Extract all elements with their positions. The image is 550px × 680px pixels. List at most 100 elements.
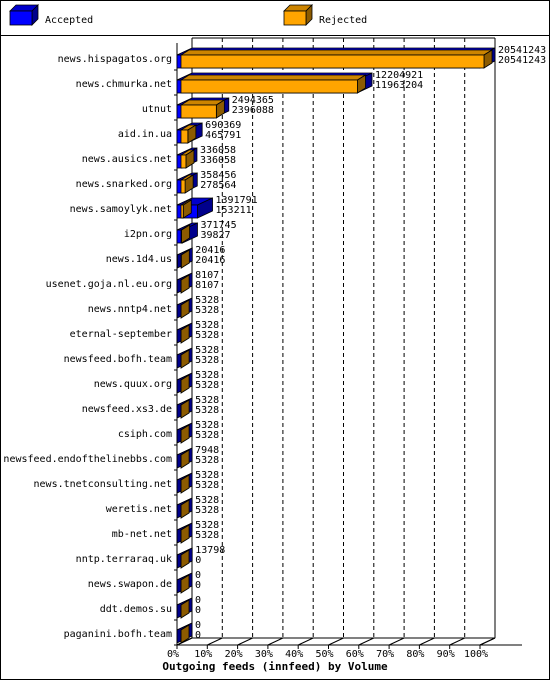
- value-label-rejected: 5328: [195, 305, 219, 316]
- floor-tick-line: [176, 637, 193, 646]
- bar-rejected: [180, 54, 485, 69]
- value-label-rejected: 278564: [200, 180, 236, 191]
- bar-rejected-top: [179, 49, 494, 56]
- value-label-rejected: 5328: [195, 455, 219, 466]
- value-label-rejected: 5328: [195, 330, 219, 341]
- category-label: newsfeed.endofthelinebbs.com: [3, 454, 172, 465]
- category-label: usenet.goja.nl.eu.org: [46, 279, 172, 290]
- value-label-accepted: 0: [195, 595, 201, 606]
- x-tick-label: 40%: [285, 649, 303, 660]
- value-label-accepted: 13798: [195, 545, 225, 556]
- bar-rejected: [180, 104, 217, 119]
- category-label: eternal-september: [70, 329, 172, 340]
- x-tick-label: 20%: [225, 649, 243, 660]
- category-label: paganini.bofh.team: [64, 629, 172, 640]
- bar-rejected: [180, 129, 189, 144]
- floor-tick-line: [297, 637, 314, 646]
- x-tick-label: 30%: [255, 649, 273, 660]
- category-label: i2pn.org: [124, 229, 172, 240]
- value-label-accepted: 5328: [195, 420, 219, 431]
- floor-tick-line: [388, 637, 405, 646]
- value-label-accepted: 2494365: [232, 95, 274, 106]
- value-label-accepted: 8107: [195, 270, 219, 281]
- category-label: news.swapon.de: [88, 579, 172, 590]
- category-label: news.hispagatos.org: [58, 54, 172, 65]
- category-label: nntp.terraraq.uk: [76, 554, 172, 565]
- category-label: ddt.demos.su: [100, 604, 172, 615]
- category-label: csiph.com: [118, 429, 172, 440]
- category-label: news.chmurka.net: [76, 79, 172, 90]
- value-label-accepted: 1391791: [216, 195, 258, 206]
- value-label-accepted: 5328: [195, 345, 219, 356]
- floor-tick-line: [479, 637, 496, 646]
- value-label-accepted: 7948: [195, 445, 219, 456]
- value-label-rejected: 0: [195, 630, 201, 641]
- category-label: news.samoylyk.net: [70, 204, 172, 215]
- floor-tick-line: [328, 637, 344, 646]
- category-label: utnut: [142, 104, 172, 115]
- value-label-accepted: 20416: [195, 245, 225, 256]
- value-label-accepted: 371745: [200, 220, 236, 231]
- category-label: news.ausics.net: [82, 154, 172, 165]
- floor-tick-line: [207, 637, 223, 646]
- category-label: news.1d4.us: [106, 254, 172, 265]
- category-label: newsfeed.bofh.team: [64, 354, 172, 365]
- value-label-accepted: 12204921: [375, 70, 423, 81]
- bar-rejected-top: [179, 74, 367, 81]
- value-label-rejected: 39827: [200, 230, 230, 241]
- value-label-accepted: 0: [195, 620, 201, 631]
- legend-swatch: [283, 10, 307, 26]
- value-label-rejected: 0: [195, 605, 201, 616]
- category-label: news.snarked.org: [76, 179, 172, 190]
- value-label-accepted: 336058: [200, 145, 236, 156]
- category-label: aid.in.ua: [118, 129, 172, 140]
- value-label-rejected: 465791: [205, 130, 241, 141]
- bar-rejected: [180, 204, 184, 219]
- bar-rejected: [180, 79, 358, 94]
- value-label-rejected: 5328: [195, 480, 219, 491]
- x-tick-label: 80%: [406, 649, 424, 660]
- bar-rejected: [180, 229, 182, 244]
- value-label-rejected: 20416: [195, 255, 225, 266]
- legend-label: Accepted: [45, 15, 93, 26]
- floor-tick-line: [449, 637, 465, 646]
- value-label-rejected: 5328: [195, 530, 219, 541]
- category-label: mb-net.net: [112, 529, 172, 540]
- value-label-accepted: 0: [195, 570, 201, 581]
- x-tick-label: 10%: [194, 649, 212, 660]
- value-label-accepted: 20541243: [498, 45, 546, 56]
- value-label-accepted: 690369: [205, 120, 241, 131]
- value-label-rejected: 5328: [195, 405, 219, 416]
- value-label-rejected: 0: [195, 580, 201, 591]
- value-label-accepted: 5328: [195, 495, 219, 506]
- category-label: news.quux.org: [94, 379, 172, 390]
- value-label-accepted: 358456: [200, 170, 236, 181]
- chart-title: Outgoing feeds (innfeed) by Volume: [162, 660, 388, 673]
- value-label-rejected: 153211: [216, 205, 252, 216]
- category-label: newsfeed.xs3.de: [82, 404, 172, 415]
- value-label-accepted: 5328: [195, 520, 219, 531]
- value-label-accepted: 5328: [195, 470, 219, 481]
- value-label-rejected: 0: [195, 555, 201, 566]
- bar-rejected: [180, 179, 186, 194]
- floor-tick-line: [237, 637, 253, 646]
- floor-tick-line: [267, 637, 284, 646]
- x-tick-label: 70%: [376, 649, 394, 660]
- category-label: news.tnetconsulting.net: [34, 479, 172, 490]
- value-label-rejected: 5328: [195, 505, 219, 516]
- value-label-rejected: 2396088: [232, 105, 274, 116]
- value-label-rejected: 8107: [195, 280, 219, 291]
- bar-rejected: [180, 154, 187, 169]
- value-label-rejected: 5328: [195, 430, 219, 441]
- value-label-accepted: 5328: [195, 320, 219, 331]
- x-tick-label: 90%: [437, 649, 455, 660]
- x-tick-label: 0%: [167, 649, 179, 660]
- x-tick-label: 50%: [315, 649, 333, 660]
- value-label-accepted: 5328: [195, 370, 219, 381]
- value-label-rejected: 11963204: [375, 80, 423, 91]
- category-label: weretis.net: [106, 504, 172, 515]
- value-label-rejected: 336058: [200, 155, 236, 166]
